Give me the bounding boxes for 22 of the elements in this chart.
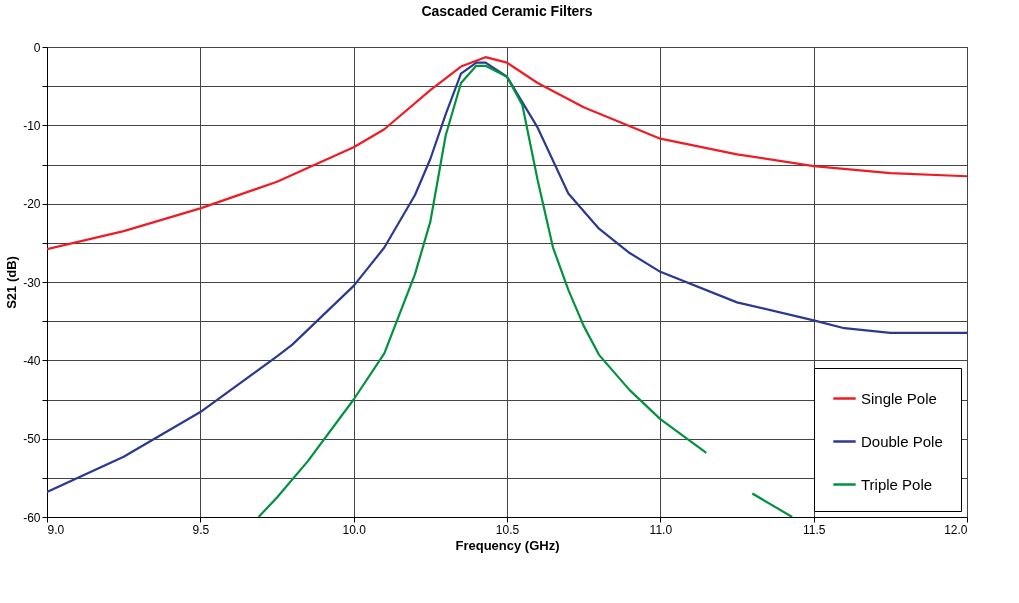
- y-tick-label: -10: [23, 118, 41, 133]
- y-tick-label: 0: [33, 40, 41, 55]
- y-tick-label: -40: [23, 353, 41, 368]
- y-tick-label: -50: [23, 432, 41, 447]
- y-tick-label: -60: [23, 510, 41, 525]
- x-tick-label: 10.0: [342, 522, 367, 537]
- legend-label: Double Pole: [861, 432, 943, 450]
- y-axis-title: S21 (dB): [4, 256, 20, 309]
- x-tick-label: 9.0: [47, 522, 65, 537]
- y-tick-label: -20: [23, 197, 41, 212]
- chart-title: Cascaded Ceramic Filters: [421, 3, 593, 19]
- x-tick-label: 10.5: [495, 522, 520, 537]
- x-axis-title: Frequency (GHz): [455, 537, 560, 553]
- legend-label: Triple Pole: [861, 475, 933, 493]
- x-tick-label: 11.0: [649, 522, 673, 537]
- y-tick-label: -30: [23, 275, 41, 290]
- x-tick-label: 9.5: [192, 522, 210, 537]
- x-tick-label: 12.0: [944, 522, 968, 537]
- line-series: [47, 56, 967, 251]
- legend-label: Single Pole: [861, 389, 937, 407]
- x-tick-label: 11.5: [802, 522, 826, 537]
- line-series: [47, 61, 967, 494]
